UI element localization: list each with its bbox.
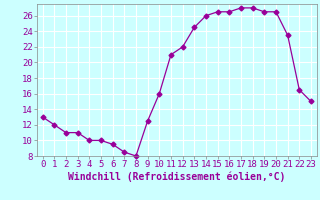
X-axis label: Windchill (Refroidissement éolien,°C): Windchill (Refroidissement éolien,°C) <box>68 172 285 182</box>
